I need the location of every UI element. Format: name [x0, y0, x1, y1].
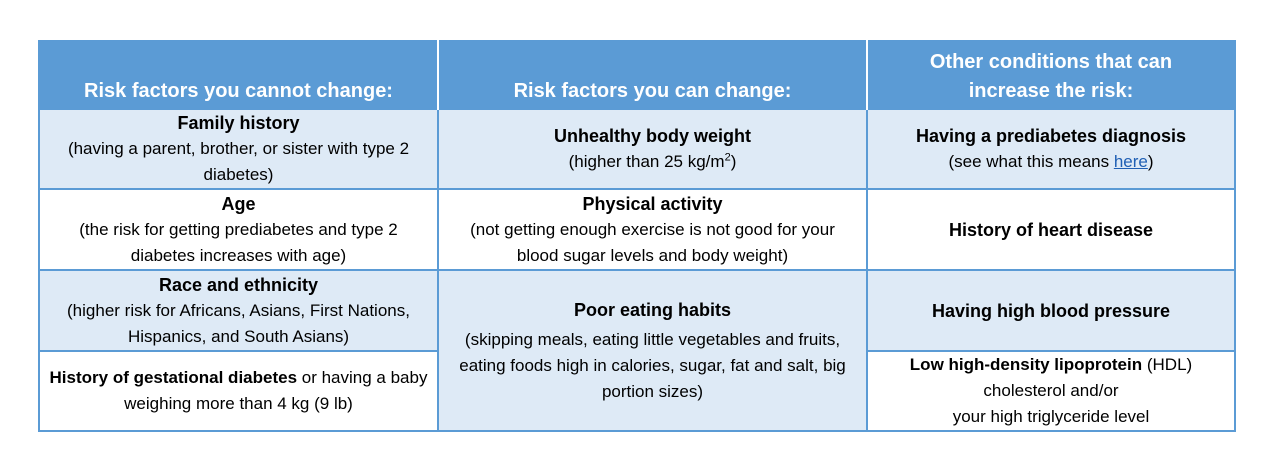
table-row: Race and ethnicity (higher risk for Afri… — [38, 269, 1236, 432]
cell-physical-activity: Physical activity (not getting enough ex… — [437, 188, 868, 271]
cell-high-blood-pressure: Having high blood pressure — [866, 269, 1236, 352]
cell-description-line3: your high triglyceride level — [952, 407, 1150, 426]
cell-description: Low high-density lipoprotein (HDL) — [909, 355, 1193, 374]
cell-description: (not getting enough exercise is not good… — [470, 219, 835, 265]
cell-description: (higher risk for Africans, Asians, First… — [67, 300, 410, 346]
here-link[interactable]: here — [1113, 152, 1148, 171]
cell-title: Race and ethnicity — [158, 274, 319, 295]
cell-gestational-diabetes: History of gestational diabetes or havin… — [38, 350, 439, 432]
cell-title: History of gestational diabetes — [49, 368, 298, 387]
cell-title: Poor eating habits — [573, 299, 732, 320]
header-other-conditions-text: Other conditions that can increase the r… — [929, 51, 1173, 102]
cell-description: History of gestational diabetes or havin… — [49, 368, 428, 413]
table-row: History of gestational diabetes or havin… — [38, 350, 1236, 432]
cell-title: History of heart disease — [948, 219, 1154, 240]
cell-description: (having a parent, brother, or sister wit… — [67, 139, 410, 184]
header-other-conditions: Other conditions that can increase the r… — [866, 40, 1236, 109]
cell-title: Age — [221, 193, 256, 214]
cell-title: Having high blood pressure — [931, 300, 1171, 321]
cell-low-hdl: Low high-density lipoprotein (HDL) chole… — [866, 350, 1236, 432]
cell-title: Low high-density lipoprotein — [909, 355, 1143, 374]
cell-title: Unhealthy body weight — [553, 126, 751, 146]
cell-description: (the risk for getting prediabetes and ty… — [79, 219, 398, 265]
cell-unhealthy-body-weight: Unhealthy body weight (higher than 25 kg… — [437, 108, 868, 190]
cell-description-line2: cholesterol and/or — [983, 381, 1119, 400]
cell-title: Having a prediabetes diagnosis — [915, 126, 1187, 146]
table-row: Family history (having a parent, brother… — [38, 108, 1236, 190]
cell-prediabetes-diagnosis: Having a prediabetes diagnosis (see what… — [866, 108, 1236, 190]
cell-title: Family history — [177, 113, 300, 133]
risk-factors-table: Risk factors you cannot change: Risk fac… — [38, 40, 1236, 432]
cell-age: Age (the risk for getting prediabetes an… — [38, 188, 439, 271]
cell-title: Physical activity — [582, 193, 723, 214]
cell-heart-disease: History of heart disease — [866, 188, 1236, 271]
table-header-row: Risk factors you cannot change: Risk fac… — [38, 40, 1236, 109]
cell-description: (see what this means here) — [948, 152, 1154, 171]
header-can-change: Risk factors you can change: — [437, 40, 868, 109]
cell-poor-eating-habits: Poor eating habits (skipping meals, eati… — [437, 269, 868, 432]
superscript: 2 — [724, 151, 731, 164]
table-row: Age (the risk for getting prediabetes an… — [38, 188, 1236, 271]
cell-family-history: Family history (having a parent, brother… — [38, 108, 439, 190]
cell-description: (higher than 25 kg/m2) — [568, 151, 737, 171]
cell-race-ethnicity: Race and ethnicity (higher risk for Afri… — [38, 269, 439, 352]
risk-factors-table-container: Risk factors you cannot change: Risk fac… — [38, 40, 1236, 432]
header-cannot-change: Risk factors you cannot change: — [38, 40, 439, 109]
cell-description: (skipping meals, eating little vegetable… — [459, 329, 846, 401]
